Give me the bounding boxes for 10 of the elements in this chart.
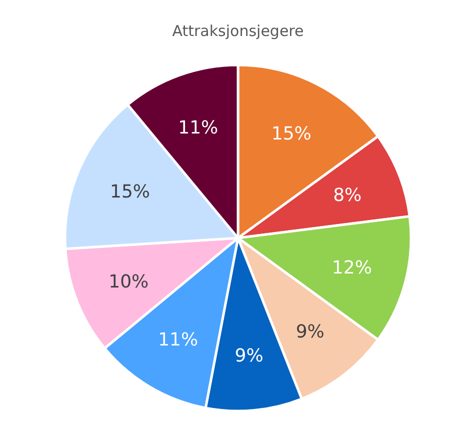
data-label: 11% — [178, 118, 218, 139]
chart-title: Attraksjonsjegere — [172, 22, 304, 40]
data-label: 15% — [110, 182, 150, 203]
data-label: 9% — [234, 345, 264, 366]
data-label: 12% — [332, 258, 372, 279]
data-label: 11% — [158, 330, 198, 351]
data-label: 15% — [271, 123, 312, 144]
data-label: 8% — [333, 184, 362, 206]
data-label: 9% — [296, 321, 324, 342]
data-label: 10% — [108, 272, 149, 293]
